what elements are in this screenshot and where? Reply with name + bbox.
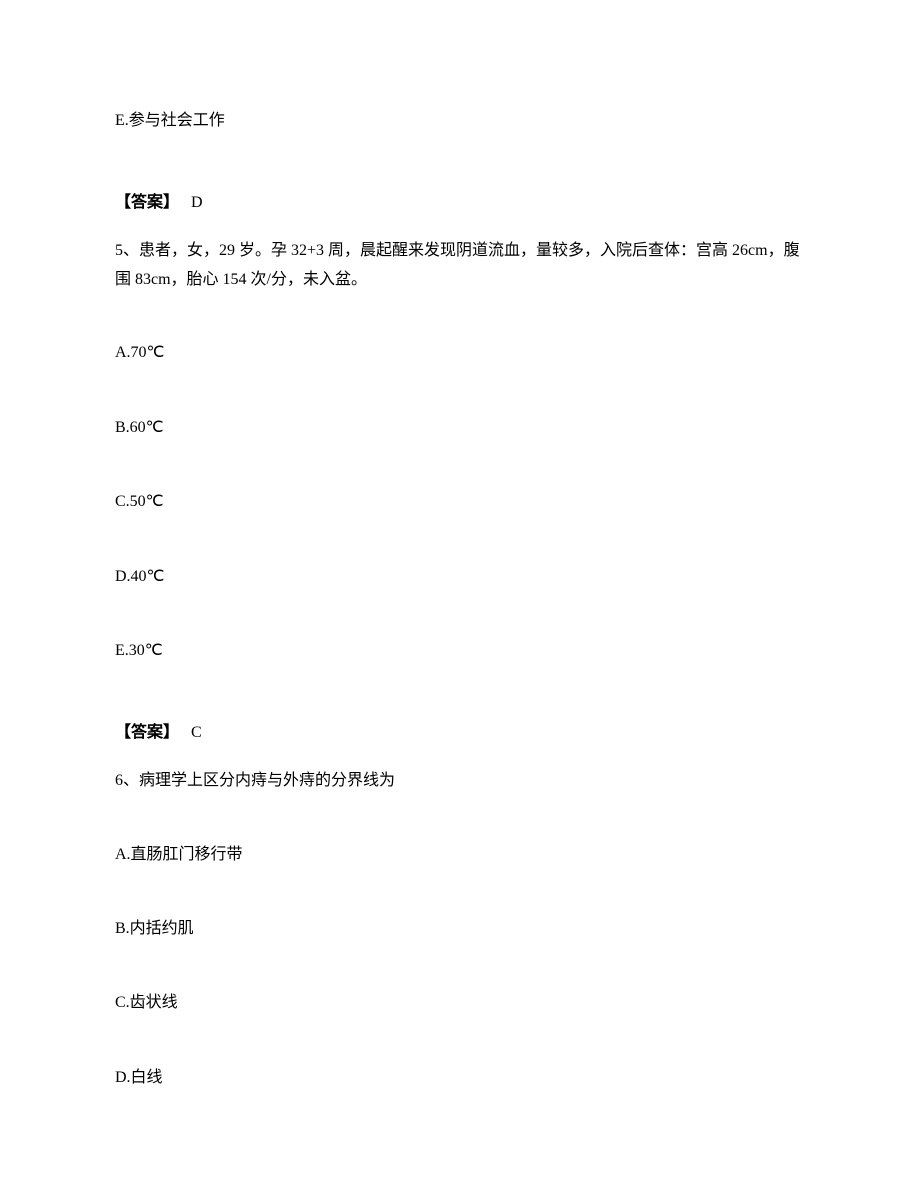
q4-answer-value: D	[191, 194, 203, 211]
q4-answer: 【答案】 D	[115, 192, 805, 214]
q5-option-d: D.40℃	[115, 566, 805, 588]
q5-stem: 5、患者，女，29 岁。孕 32+3 周，晨起醒来发现阴道流血，量较多，入院后查…	[115, 237, 805, 295]
q5-answer: 【答案】 C	[115, 722, 805, 744]
q5-option-e: E.30℃	[115, 640, 805, 662]
q5-answer-value: C	[191, 724, 202, 741]
q4-option-e: E.参与社会工作	[115, 110, 805, 132]
q5-option-c: C.50℃	[115, 491, 805, 513]
q5-answer-label: 【答案】	[115, 724, 179, 741]
q6-option-c: C.齿状线	[115, 992, 805, 1014]
q5-option-a: A.70℃	[115, 342, 805, 364]
q6-option-b: B.内括约肌	[115, 918, 805, 940]
q5-option-b: B.60℃	[115, 417, 805, 439]
q6-stem: 6、病理学上区分内痔与外痔的分界线为	[115, 767, 805, 796]
q4-answer-label: 【答案】	[115, 194, 179, 211]
q6-option-d: D.白线	[115, 1067, 805, 1089]
q6-option-a: A.直肠肛门移行带	[115, 844, 805, 866]
